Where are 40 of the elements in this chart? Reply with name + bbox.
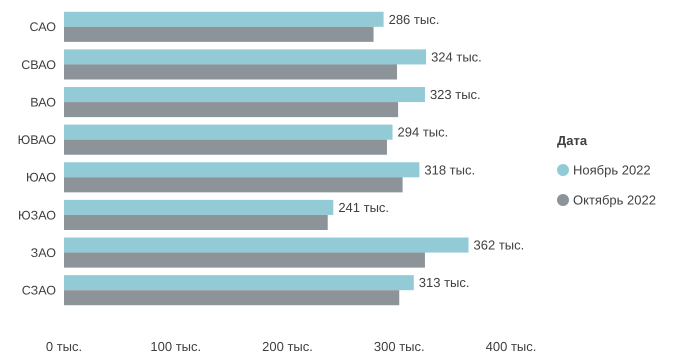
- bar: [64, 64, 398, 80]
- bar: [64, 26, 374, 42]
- bar: [64, 87, 425, 102]
- bar: [64, 140, 387, 155]
- x-tick-label: 0 тыс.: [46, 339, 82, 354]
- x-tick-label: 300 тыс.: [374, 339, 425, 354]
- y-tick-label: САО: [29, 20, 56, 34]
- data-label: 318 тыс.: [424, 162, 476, 178]
- legend-label: Ноябрь 2022: [573, 162, 651, 178]
- x-tick-label: 400 тыс.: [486, 339, 536, 354]
- bar: [64, 252, 425, 268]
- bar: [64, 162, 420, 178]
- data-label: 323 тыс.: [430, 87, 481, 102]
- legend-title: Дата: [557, 133, 588, 148]
- y-tick-label: ЗАО: [30, 246, 56, 260]
- y-tick-label: СВАО: [21, 58, 56, 72]
- bar: [64, 12, 384, 27]
- bar: [64, 214, 328, 230]
- data-label: 362 тыс.: [474, 238, 524, 253]
- bar: [64, 102, 398, 118]
- x-tick-label: 100 тыс.: [150, 339, 202, 354]
- data-label: 241 тыс.: [338, 200, 390, 215]
- bar: [64, 177, 403, 192]
- data-label: 286 тыс.: [388, 12, 440, 27]
- bar: [64, 290, 400, 306]
- y-tick-label: ЮЗАО: [18, 208, 56, 222]
- bar: [64, 275, 414, 290]
- bar: [64, 124, 393, 140]
- y-tick-label: ВАО: [30, 95, 56, 110]
- bar: [64, 49, 426, 64]
- y-tick-label: ЮВАО: [18, 133, 56, 148]
- data-label: 294 тыс.: [398, 124, 448, 140]
- bar: [64, 200, 334, 215]
- data-label: 324 тыс.: [431, 49, 482, 64]
- data-label: 313 тыс.: [418, 275, 470, 290]
- legend-label: Октябрь 2022: [573, 192, 656, 208]
- y-tick-label: ЮАО: [26, 170, 56, 185]
- bar: [64, 238, 469, 253]
- x-tick-label: 200 тыс.: [262, 339, 313, 354]
- y-tick-label: СЗАО: [22, 284, 56, 298]
